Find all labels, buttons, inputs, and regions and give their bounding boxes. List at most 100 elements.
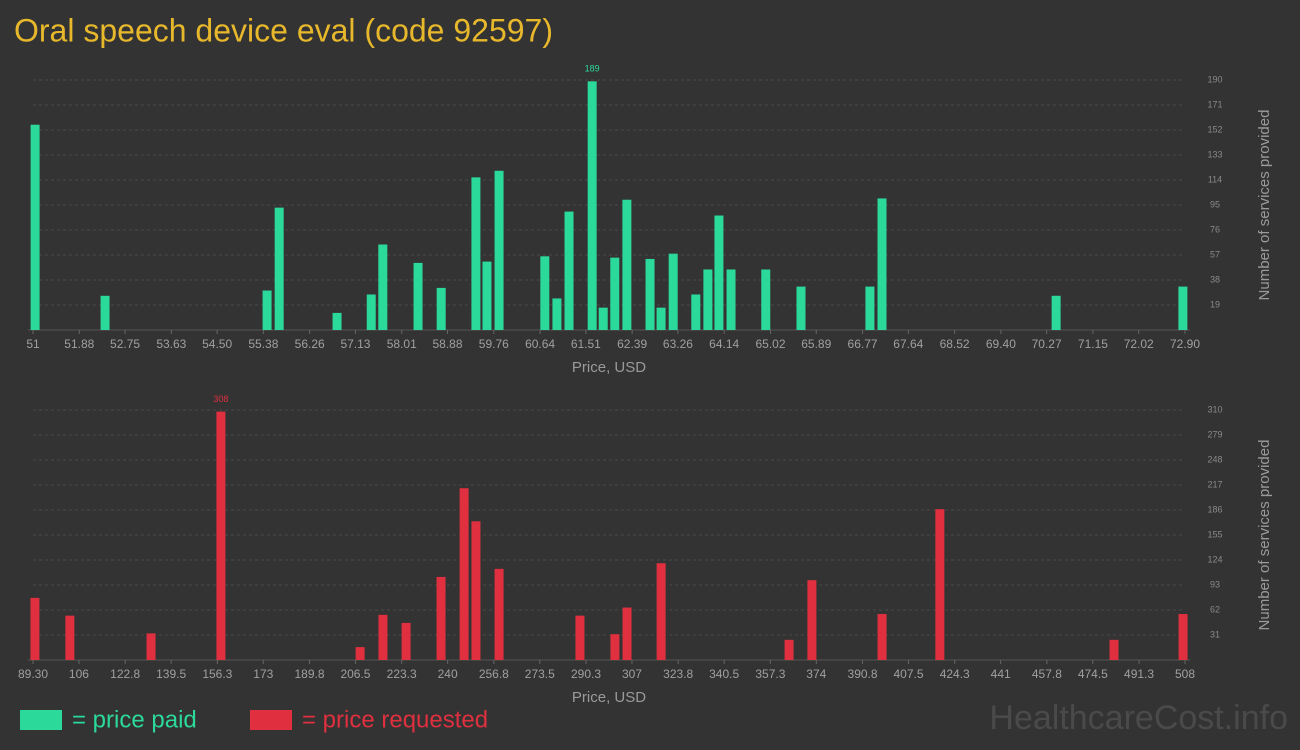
x-tick-label: 290.3	[571, 667, 601, 681]
y-tick-label: 190	[1207, 74, 1222, 84]
bar	[935, 509, 945, 660]
x-tick-label: 323.8	[663, 667, 693, 681]
x-tick-label: 65.02	[755, 337, 785, 351]
y-tick-label: 133	[1207, 149, 1222, 159]
page-title: Oral speech device eval (code 92597)	[14, 12, 553, 48]
x-tick-label: 64.14	[709, 337, 739, 351]
bar	[877, 198, 887, 330]
bar	[564, 211, 574, 330]
x-tick-label: 71.15	[1078, 337, 1108, 351]
bar	[494, 568, 504, 660]
y-tick-label: 57	[1210, 249, 1220, 259]
x-tick-label: 57.13	[340, 337, 370, 351]
bar	[575, 615, 585, 660]
bar	[274, 207, 284, 330]
bar	[587, 81, 597, 330]
x-tick-label: 122.8	[110, 667, 140, 681]
bar	[65, 615, 75, 660]
bar	[691, 294, 701, 330]
x-tick-label: 206.5	[340, 667, 370, 681]
bar	[459, 488, 469, 660]
x-tick-label: 55.38	[248, 337, 278, 351]
bar	[471, 177, 481, 330]
y-tick-label: 95	[1210, 199, 1220, 209]
bar	[100, 295, 110, 330]
watermark: HealthcareCost.info	[989, 699, 1288, 737]
bar	[656, 563, 666, 660]
x-tick-label: 56.26	[295, 337, 325, 351]
bar	[262, 290, 272, 330]
bar	[714, 215, 724, 330]
bar	[366, 294, 376, 330]
x-tick-label: 491.3	[1124, 667, 1154, 681]
bar	[146, 633, 156, 660]
y-tick-label: 114	[1208, 174, 1222, 184]
y-tick-label: 248	[1207, 454, 1222, 464]
data-label: 308	[213, 394, 228, 404]
x-tick-label: 59.76	[479, 337, 509, 351]
bar	[355, 647, 365, 660]
bar	[761, 269, 771, 330]
bar	[610, 634, 620, 660]
bar	[378, 244, 388, 330]
bar	[482, 261, 492, 330]
y-tick-label: 76	[1210, 224, 1220, 234]
x-tick-label: 69.40	[986, 337, 1016, 351]
x-tick-label: 72.90	[1170, 337, 1200, 351]
bar	[807, 580, 817, 660]
bar	[216, 411, 226, 660]
bar	[540, 256, 550, 330]
y-tick-label: 279	[1207, 429, 1222, 439]
bar	[645, 258, 655, 330]
data-label: 189	[585, 64, 600, 74]
x-tick-label: 390.8	[848, 667, 878, 681]
x-tick-label: 70.27	[1032, 337, 1062, 351]
bar	[332, 312, 342, 330]
bar	[378, 614, 388, 660]
x-tick-label: 89.30	[18, 667, 48, 681]
x-tick-label: 357.3	[755, 667, 785, 681]
bar	[865, 286, 875, 330]
legend-label: = price paid	[72, 706, 197, 733]
bar	[1178, 286, 1188, 330]
bar	[30, 597, 40, 660]
x-tick-label: 58.88	[432, 337, 462, 351]
bar	[703, 269, 713, 330]
x-tick-label: 51	[26, 337, 40, 351]
y-axis-label: Number of services provided	[1256, 440, 1273, 631]
x-tick-label: 256.8	[479, 667, 509, 681]
bar	[598, 307, 608, 330]
x-tick-label: 240	[438, 667, 458, 681]
y-tick-label: 152	[1207, 124, 1222, 134]
x-tick-label: 68.52	[940, 337, 970, 351]
x-tick-label: 424.3	[940, 667, 970, 681]
y-axis-label: Number of services provided	[1256, 110, 1273, 301]
x-tick-label: 508	[1175, 667, 1195, 681]
x-tick-label: 106	[69, 667, 89, 681]
x-tick-label: 53.63	[156, 337, 186, 351]
bar	[401, 622, 411, 660]
bar	[656, 307, 666, 330]
y-tick-label: 124	[1207, 554, 1222, 564]
x-tick-label: 474.5	[1078, 667, 1108, 681]
y-tick-label: 171	[1207, 99, 1222, 109]
x-tick-label: 61.51	[571, 337, 601, 351]
x-tick-label: 58.01	[387, 337, 417, 351]
x-tick-label: 223.3	[387, 667, 417, 681]
y-tick-label: 19	[1210, 299, 1220, 309]
y-tick-label: 217	[1207, 479, 1222, 489]
x-tick-label: 457.8	[1032, 667, 1062, 681]
x-tick-label: 63.26	[663, 337, 693, 351]
y-tick-label: 155	[1207, 529, 1222, 539]
legend-swatch	[250, 710, 292, 730]
y-tick-label: 186	[1207, 504, 1222, 514]
x-tick-label: 189.8	[294, 667, 324, 681]
x-tick-label: 51.88	[64, 337, 94, 351]
y-tick-label: 93	[1210, 579, 1220, 589]
bar	[726, 269, 736, 330]
y-tick-label: 31	[1210, 629, 1220, 639]
x-tick-label: 173	[253, 667, 273, 681]
bar	[668, 253, 678, 330]
